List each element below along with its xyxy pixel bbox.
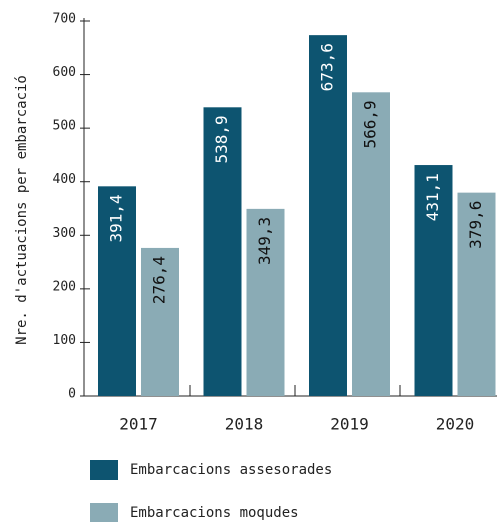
bar xyxy=(246,208,285,396)
bar xyxy=(203,107,242,396)
legend-swatch xyxy=(90,460,118,480)
y-tick-label: 0 xyxy=(68,387,76,402)
y-tick-label: 700 xyxy=(53,12,76,27)
x-tick-label: 2020 xyxy=(436,415,475,434)
value-label: 673,6 xyxy=(318,43,337,91)
y-tick-label: 200 xyxy=(53,279,76,294)
x-tick-label: 2019 xyxy=(330,415,369,434)
bar xyxy=(98,186,136,396)
y-tick-label: 300 xyxy=(53,226,76,241)
x-tick-label: 2017 xyxy=(119,415,158,434)
y-tick-label: 600 xyxy=(53,65,76,80)
bar xyxy=(414,165,453,396)
value-label: 379,6 xyxy=(466,201,485,249)
y-tick-label: 500 xyxy=(53,119,76,134)
value-label: 276,4 xyxy=(150,256,169,304)
value-label: 566,9 xyxy=(361,100,380,148)
y-tick-label: 100 xyxy=(53,333,76,348)
x-tick-label: 2018 xyxy=(225,415,264,434)
value-label: 349,3 xyxy=(255,217,274,265)
value-label: 391,4 xyxy=(107,194,126,242)
bar xyxy=(457,192,496,396)
value-label: 431,1 xyxy=(423,173,442,221)
legend-swatch xyxy=(90,503,118,522)
legend-label: Embarcacions assesorades xyxy=(130,462,332,478)
legend-label: Embarcacions moqudes xyxy=(130,505,299,521)
y-tick-label: 400 xyxy=(53,172,76,187)
bar xyxy=(141,247,179,396)
bar xyxy=(309,35,347,397)
y-axis-label: Nre. d'actuacions per embarcació xyxy=(14,75,30,345)
value-label: 538,9 xyxy=(212,115,231,163)
bar xyxy=(352,92,390,396)
